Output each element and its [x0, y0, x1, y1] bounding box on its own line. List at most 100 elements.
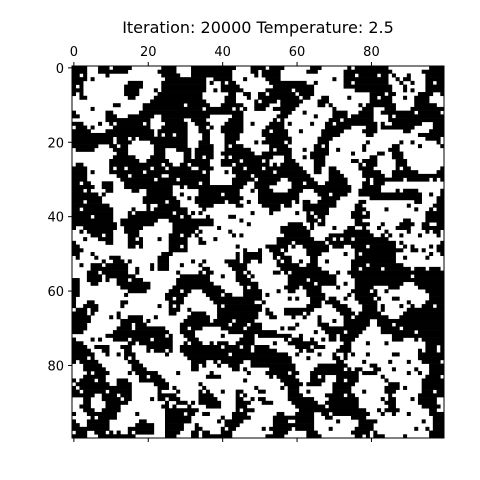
x-tick-label: 80: [363, 45, 380, 60]
spin-down-run: [328, 166, 337, 171]
spin-down-run: [105, 274, 136, 279]
spin-down-run: [254, 185, 270, 190]
spin-down-run: [351, 214, 370, 219]
spin-down-run: [351, 352, 356, 357]
spin-down-run: [239, 233, 244, 238]
spin-down-run: [198, 192, 222, 197]
spin-down-run: [384, 341, 389, 346]
spin-down-run: [105, 278, 110, 283]
spin-down-run: [384, 378, 389, 383]
spin-down-run: [72, 411, 77, 416]
spin-down-run: [224, 170, 229, 175]
spin-down-run: [384, 207, 389, 212]
spin-down-run: [324, 144, 329, 149]
spin-down-run: [425, 77, 445, 82]
spin-down-run: [202, 181, 210, 186]
spin-down-run: [362, 173, 385, 178]
spin-down-run: [231, 322, 248, 327]
spin-down-run: [380, 125, 415, 130]
spin-down-run: [243, 92, 251, 97]
spin-down-run: [347, 367, 352, 372]
spin-down-run: [168, 248, 188, 253]
spin-down-run: [105, 188, 114, 193]
spin-down-run: [202, 266, 210, 271]
spin-down-run: [310, 66, 322, 71]
spin-down-run: [432, 125, 445, 130]
spin-down-run: [165, 352, 170, 357]
spin-down-run: [116, 281, 151, 286]
spin-down-run: [332, 225, 337, 230]
spin-down-run: [202, 259, 207, 264]
spin-down-run: [157, 259, 170, 264]
spin-down-run: [354, 80, 389, 85]
spin-down-run: [150, 155, 166, 160]
spin-down-run: [254, 173, 311, 178]
spin-down-run: [384, 106, 396, 111]
spin-down-run: [280, 225, 307, 230]
spin-down-run: [176, 304, 181, 309]
spin-down-run: [399, 222, 415, 227]
spin-down-run: [280, 99, 303, 104]
spin-down-run: [243, 255, 263, 260]
spin-down-run: [306, 430, 318, 435]
spin-down-run: [254, 348, 277, 353]
spin-down-run: [116, 352, 121, 357]
spin-down-run: [168, 233, 181, 238]
spin-down-run: [395, 188, 400, 193]
spin-down-run: [440, 92, 445, 97]
spin-down-run: [403, 95, 408, 100]
spin-down-run: [90, 77, 95, 82]
spin-down-run: [235, 274, 248, 279]
spin-down-run: [261, 69, 281, 74]
spin-down-run: [127, 259, 132, 264]
spin-down-run: [116, 278, 129, 283]
spin-down-run: [235, 404, 248, 409]
spin-down-run: [295, 211, 300, 216]
spin-down-run: [183, 155, 192, 160]
spin-down-run: [165, 430, 181, 435]
spin-down-run: [72, 281, 80, 286]
spin-down-run: [317, 352, 322, 357]
spin-down-run: [362, 304, 378, 309]
spin-down-run: [172, 225, 199, 230]
spin-down-run: [295, 352, 300, 357]
spin-down-run: [98, 237, 114, 242]
spin-down-run: [276, 147, 292, 152]
spin-down-run: [191, 259, 196, 264]
spin-down-run: [205, 404, 222, 409]
spin-down-run: [72, 434, 88, 439]
spin-down-run: [243, 248, 248, 253]
spin-down-run: [205, 374, 222, 379]
spin-down-run: [306, 211, 311, 216]
spin-down-run: [362, 225, 367, 230]
spin-down-run: [224, 95, 236, 100]
spin-down-run: [250, 322, 263, 327]
spin-down-run: [202, 434, 233, 439]
spin-down-run: [165, 423, 184, 428]
spin-down-run: [109, 162, 162, 167]
spin-down-run: [395, 114, 445, 119]
spin-down-run: [127, 244, 136, 249]
spin-down-run: [72, 311, 88, 316]
spin-down-run: [417, 144, 422, 149]
spin-down-run: [339, 337, 356, 342]
spin-down-run: [135, 371, 158, 376]
spin-down-run: [362, 159, 378, 164]
spin-down-run: [298, 408, 367, 413]
spin-down-run: [425, 345, 437, 350]
spin-down-run: [101, 270, 129, 275]
spin-down-run: [258, 177, 281, 182]
spin-down-run: [86, 199, 103, 204]
spin-down-run: [380, 411, 385, 416]
spin-down-run: [328, 103, 333, 108]
spin-down-run: [172, 285, 222, 290]
spin-down-run: [176, 281, 214, 286]
spin-down-run: [220, 84, 240, 89]
spin-down-run: [440, 240, 445, 245]
spin-down-run: [436, 248, 445, 253]
spin-down-run: [202, 136, 210, 141]
spin-down-run: [109, 315, 114, 320]
spin-down-run: [224, 155, 229, 160]
spin-down-run: [187, 196, 192, 201]
spin-down-run: [417, 400, 437, 405]
